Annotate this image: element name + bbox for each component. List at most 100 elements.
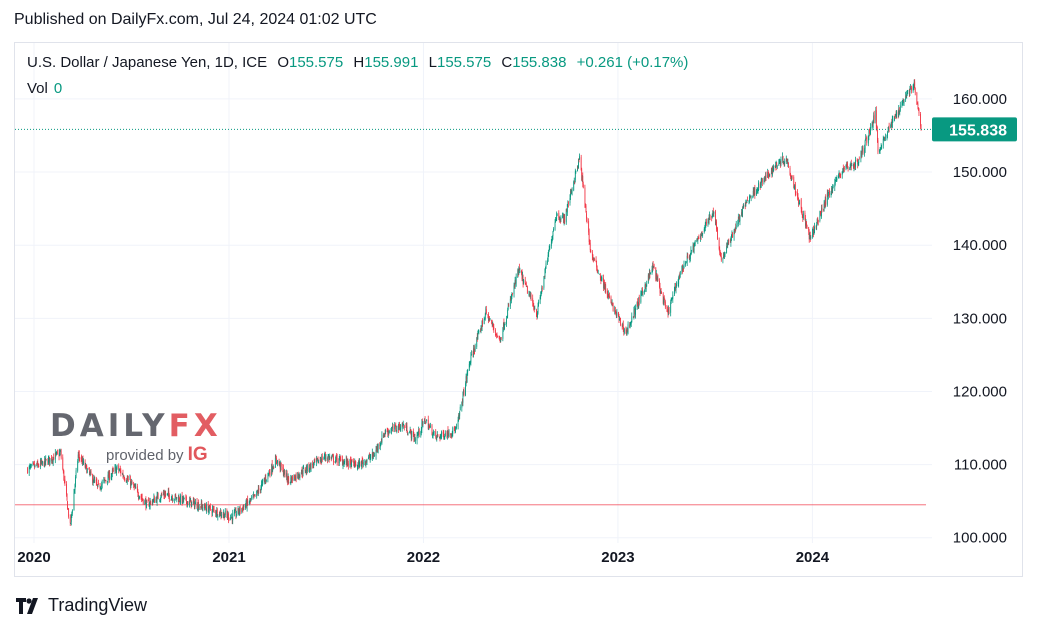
candle-body — [656, 273, 658, 278]
y-tick-label: 100.000 — [953, 530, 1007, 547]
candle-body — [515, 281, 517, 283]
candle-body — [861, 149, 863, 157]
candle-body — [808, 227, 810, 232]
candle-body — [212, 508, 213, 513]
candle-body — [823, 203, 825, 211]
tradingview-footer[interactable]: TradingView — [16, 595, 147, 616]
candle-body — [615, 311, 617, 313]
candle-body — [884, 137, 886, 139]
candle-body — [164, 493, 166, 496]
candle-body — [600, 277, 602, 281]
candle-body — [286, 473, 287, 477]
candle-body — [691, 250, 692, 252]
candle-body — [349, 459, 351, 465]
candle-body — [123, 477, 125, 479]
candle-body — [523, 279, 525, 284]
candle-body — [439, 436, 441, 439]
candle-body — [60, 450, 62, 452]
candle-body — [52, 457, 54, 463]
candle-body — [274, 457, 276, 468]
candle-body — [90, 471, 92, 475]
y-tick-label: 150.000 — [953, 164, 1007, 181]
candle-body — [368, 456, 369, 460]
candle-body — [493, 326, 495, 329]
candle-body — [517, 269, 519, 275]
candle-body — [81, 459, 83, 464]
candle-body — [734, 227, 736, 232]
candle-body — [478, 331, 480, 332]
candle-body — [554, 222, 556, 230]
candle-body — [368, 455, 370, 457]
candle-body — [626, 328, 628, 333]
candle-body — [646, 283, 648, 287]
candle-body — [346, 459, 348, 465]
candle-body — [496, 333, 498, 336]
candle-body — [866, 136, 868, 143]
candle-body — [553, 229, 554, 231]
candle-body — [688, 256, 690, 259]
candle-body — [302, 473, 303, 475]
chart-frame[interactable] — [14, 42, 1023, 577]
candle-body — [530, 294, 531, 298]
candle-body — [309, 469, 310, 471]
candle-body — [767, 171, 769, 175]
candle-body — [869, 131, 871, 134]
candle-body — [574, 171, 576, 180]
candle-body — [160, 493, 162, 497]
candle-body — [804, 212, 806, 219]
candle-body — [810, 237, 812, 239]
candle-body — [741, 212, 742, 216]
candle-body — [595, 259, 597, 262]
candle-body — [771, 167, 773, 174]
candle-body — [241, 508, 243, 513]
candle-body — [884, 137, 886, 139]
candle-body — [282, 467, 284, 469]
candle-body — [484, 314, 486, 320]
candle-body — [547, 260, 549, 264]
candle-body — [420, 431, 422, 435]
candle-body — [813, 228, 814, 235]
candle-body — [705, 222, 707, 224]
candle-body — [193, 500, 195, 508]
candle-body — [336, 457, 338, 463]
candle-body — [861, 153, 862, 156]
open-label: O — [277, 54, 289, 71]
candle-body — [36, 462, 38, 467]
candle-body — [499, 339, 501, 342]
candle-body — [291, 476, 293, 483]
candle-body — [224, 515, 226, 519]
candle-body — [269, 471, 270, 474]
candle-body — [463, 390, 464, 394]
candle-body — [375, 449, 377, 457]
candle-body — [737, 217, 739, 224]
candle-body — [717, 229, 718, 240]
candle-body — [814, 226, 815, 234]
candle-body — [107, 481, 108, 482]
candle-body — [846, 164, 847, 167]
candle-body — [172, 499, 174, 502]
candle-body — [233, 512, 235, 515]
candle-body — [918, 109, 920, 114]
candle-body — [387, 431, 389, 435]
candle-body — [645, 286, 647, 290]
candle-body — [324, 454, 326, 458]
candle-body — [867, 135, 869, 144]
candle-body — [473, 348, 474, 355]
candle-body — [127, 479, 129, 481]
candle-body — [502, 323, 504, 331]
candle-body — [871, 123, 873, 128]
candle-body — [683, 263, 685, 269]
candle-body — [342, 461, 344, 466]
candle-body — [328, 456, 330, 460]
candle-body — [254, 494, 255, 496]
candle-body — [380, 442, 382, 444]
candle-body — [450, 433, 452, 435]
candle-body — [354, 460, 356, 465]
candle-body — [488, 314, 489, 321]
candle-body — [150, 501, 152, 502]
candle-body — [545, 267, 546, 270]
candle-body — [222, 514, 224, 516]
candle-body — [455, 427, 457, 429]
candle-body — [759, 183, 761, 189]
